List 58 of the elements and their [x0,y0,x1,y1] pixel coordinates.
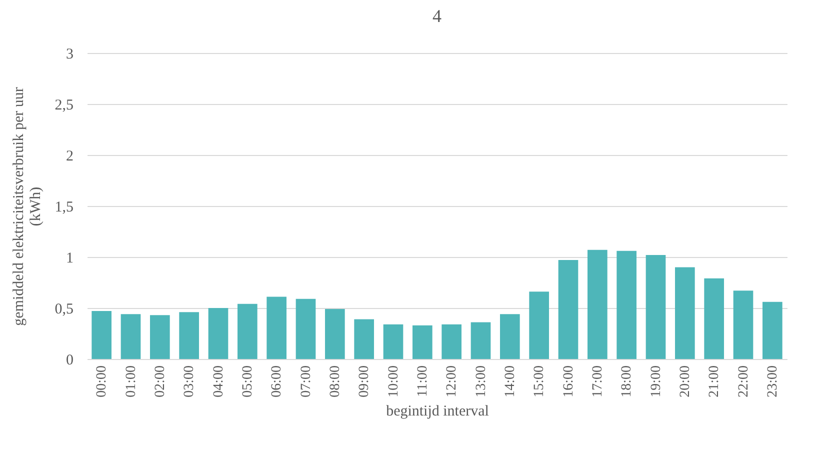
x-tick-label: 07:00 [298,366,314,398]
bar [762,302,782,359]
x-tick-label: 10:00 [386,366,402,398]
chart-title: 4 [432,6,442,26]
x-tick-label: 18:00 [620,366,635,398]
bar [296,298,316,359]
bar [442,324,462,359]
x-tick-label: 22:00 [736,366,752,398]
y-tick-label: 1 [66,250,74,266]
bar [529,292,549,359]
x-tick-label: 05:00 [240,366,256,398]
x-tick-label: 14:00 [502,366,518,398]
bar [325,309,345,359]
y-tick-label: 1,5 [54,200,74,216]
y-tick-label: 2 [66,148,74,164]
bar [383,324,404,359]
x-tick-label: 12:00 [444,366,460,398]
bar [208,308,228,359]
x-tick-label: 23:00 [765,366,780,398]
x-axis-title: begintijd interval [386,403,489,420]
bar [354,319,374,359]
x-tick-label: 16:00 [561,366,576,398]
bar [558,260,578,359]
bar [500,314,520,359]
bar [179,312,199,359]
bar [704,278,724,359]
x-tick-label: 15:00 [532,366,548,398]
x-tick-label: 11:00 [415,366,430,397]
x-tick-label: 09:00 [357,366,372,398]
bar [92,311,112,359]
y-tick-label: 0 [66,352,74,368]
bar [675,267,695,359]
bar [646,254,666,359]
x-tick-label: 19:00 [648,366,664,398]
bar [412,325,432,359]
bar [238,304,258,359]
x-tick-label: 08:00 [328,366,343,398]
y-tick-label: 2,5 [54,98,74,114]
y-axis-title: gemiddeld elektriciteitsverbruik per uur (kWh) [10,87,44,326]
x-tick-label: 03:00 [182,366,198,398]
x-tick-label: 04:00 [211,366,226,398]
bar [120,314,141,359]
bar [266,296,286,359]
bar [588,250,608,359]
bar [470,322,491,359]
bar [150,315,170,359]
x-tick-label: 21:00 [707,366,722,398]
bar [616,250,636,359]
x-tick-label: 01:00 [124,366,139,398]
x-tick-label: 13:00 [474,366,489,398]
x-tick-label: 20:00 [678,366,693,398]
y-tick-label: 0,5 [54,302,74,318]
y-tick-label: 3 [66,46,74,62]
x-tick-label: 02:00 [152,366,168,398]
x-tick-label: 00:00 [94,366,110,398]
x-tick-label: 17:00 [590,366,606,398]
x-tick-label: 06:00 [270,366,285,398]
bar [733,290,754,359]
